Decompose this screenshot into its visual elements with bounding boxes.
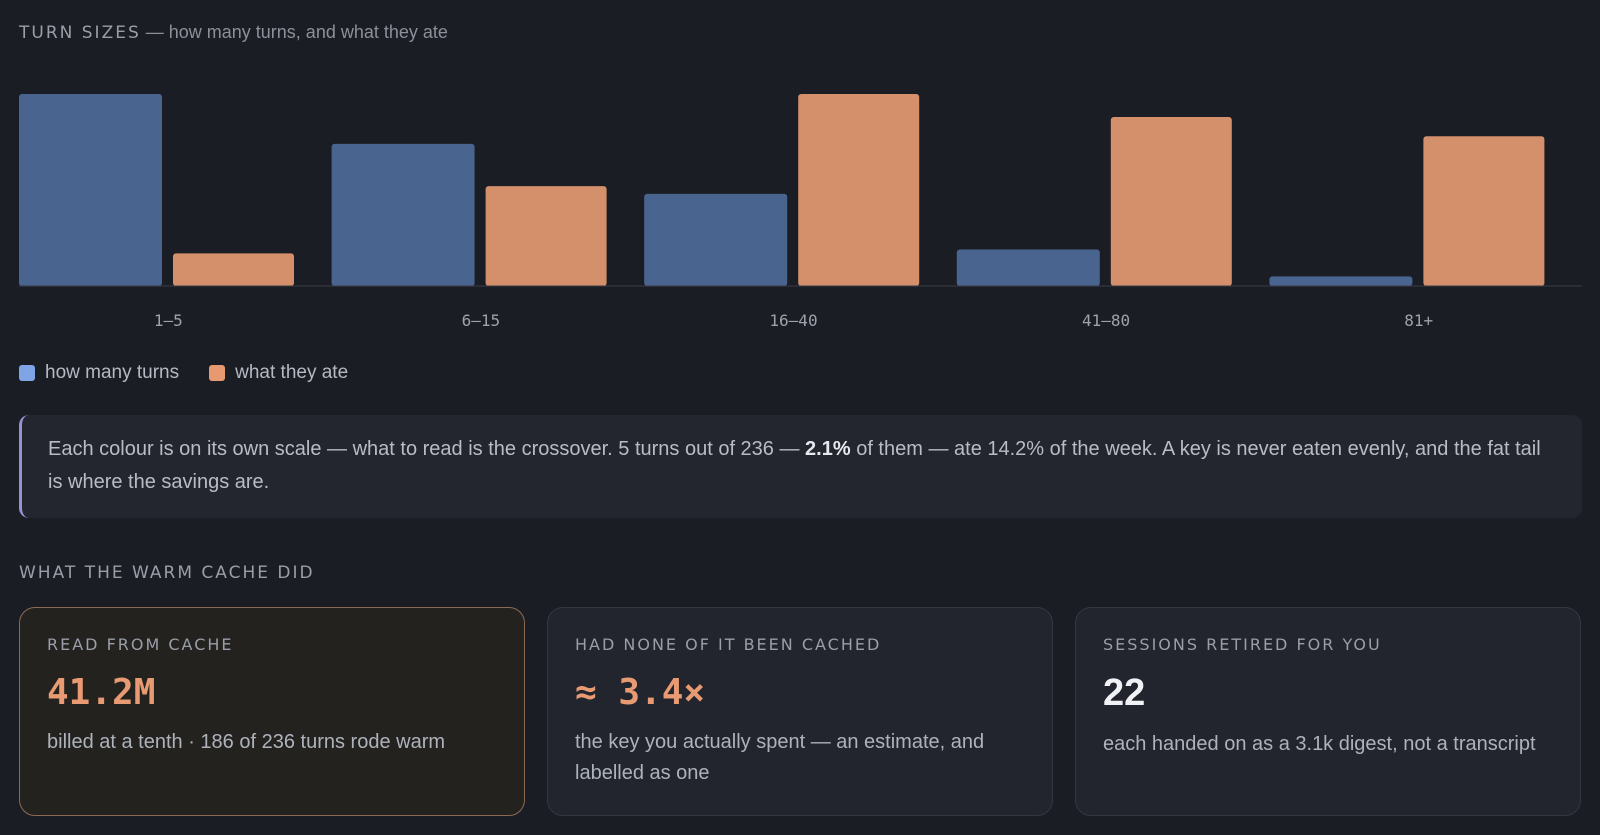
note-bold-percent: 2.1% [805,438,851,460]
chart-subtitle: — how many turns, and what they ate [140,22,448,42]
x-tick-label: 41–80 [1082,311,1130,330]
x-tick-label: 6–15 [462,311,501,330]
card-desc: each handed on as a 3.1k digest, not a t… [1103,733,1536,755]
card-value: ≈ 3.4× [575,672,706,713]
legend-label-ate: what they ate [235,362,349,383]
card-desc: the key you actually spent — an estimate… [575,731,985,784]
card-value: 41.2M [47,672,156,713]
note-text-before: Each colour is on its own scale — what t… [48,438,806,460]
bar-turns-0 [19,94,162,286]
bar-ate-3 [1110,117,1232,286]
bar-turns-3 [956,249,1100,286]
card-read-from-cache: READ FROM CACHE 41.2M billed at a tenth … [19,607,525,816]
note-text-after: of them — ate 14.2% of the week. A key i… [48,438,1541,493]
card-label: READ FROM CACHE [47,635,234,654]
bar-ate-1 [485,186,607,286]
crossover-note: Each colour is on its own scale — what t… [19,415,1582,518]
card-uncached-estimate: HAD NONE OF IT BEEN CACHED ≈ 3.4× the ke… [547,607,1053,816]
bar-turns-2 [644,193,788,286]
x-tick-label: 16–40 [769,311,817,330]
bar-turns-1 [331,143,475,286]
card-label: HAD NONE OF IT BEEN CACHED [575,635,882,654]
bar-turns-4 [1269,276,1413,286]
bar-ate-2 [798,94,920,286]
legend-item-ate: what they ate [209,362,348,384]
card-sessions-retired: SESSIONS RETIRED FOR YOU 22 each handed … [1075,607,1581,816]
bar-ate-0 [173,253,294,286]
chart-title-text: TURN SIZES [19,23,141,43]
card-label: SESSIONS RETIRED FOR YOU [1103,635,1382,654]
legend-label-turns: how many turns [45,362,180,383]
chart-title: TURN SIZES — how many turns, and what th… [19,22,448,43]
cache-cards: READ FROM CACHE 41.2M billed at a tenth … [19,607,1581,816]
x-tick-label: 1–5 [154,311,183,330]
legend-swatch-turns [19,365,35,381]
legend-item-turns: how many turns [19,362,179,384]
card-desc: billed at a tenth · 186 of 236 turns rod… [47,731,446,753]
x-tick-label: 81+ [1404,311,1433,330]
bar-ate-4 [1423,136,1545,286]
chart-legend: how many turns what they ate [19,362,348,384]
card-value: 22 [1103,672,1146,714]
legend-swatch-ate [209,365,226,381]
turn-sizes-chart: 1–5 6–15 16–40 41–80 81+ [19,94,1582,330]
cache-section-title: WHAT THE WARM CACHE DID [19,563,315,583]
